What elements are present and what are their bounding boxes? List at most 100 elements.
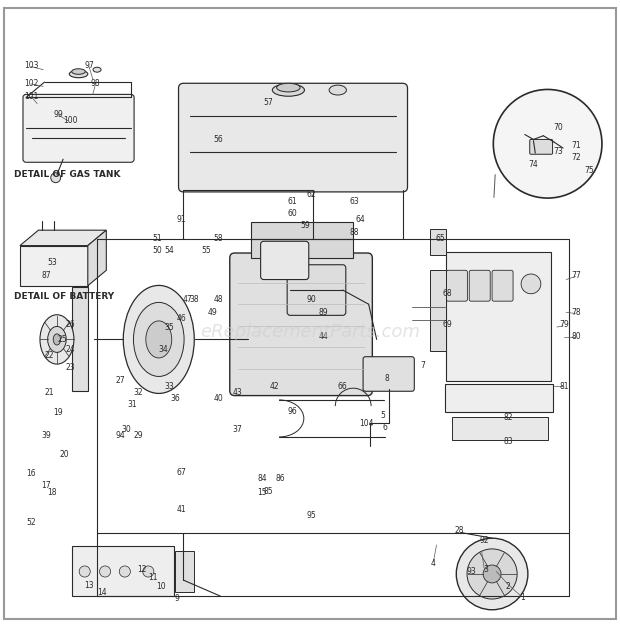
Text: 71: 71 [572,141,582,150]
Text: 59: 59 [300,221,310,230]
Text: DETAIL OF BATTERY: DETAIL OF BATTERY [14,292,114,301]
Text: 11: 11 [148,573,157,582]
Polygon shape [20,230,106,246]
FancyBboxPatch shape [73,545,174,596]
Text: 78: 78 [572,308,582,317]
Text: 16: 16 [26,470,36,478]
Circle shape [119,566,130,577]
Ellipse shape [93,67,101,72]
FancyBboxPatch shape [175,551,194,593]
FancyBboxPatch shape [452,416,547,440]
Text: 89: 89 [319,308,329,317]
Polygon shape [251,222,353,258]
FancyBboxPatch shape [469,270,490,301]
Text: 7: 7 [420,361,425,371]
FancyBboxPatch shape [445,384,552,413]
Ellipse shape [329,85,347,95]
Text: 1: 1 [521,593,525,602]
Text: 93: 93 [467,567,477,576]
Ellipse shape [40,315,74,364]
Text: 60: 60 [288,209,298,218]
Circle shape [51,173,61,182]
Text: 9: 9 [175,594,180,603]
Circle shape [456,538,528,610]
FancyBboxPatch shape [20,246,88,286]
Text: 99: 99 [53,110,63,119]
Circle shape [467,549,517,599]
Text: 46: 46 [177,314,187,323]
FancyBboxPatch shape [430,229,446,255]
Text: 79: 79 [559,320,569,329]
Text: 85: 85 [264,487,273,496]
Circle shape [143,566,154,577]
FancyBboxPatch shape [260,241,309,280]
Text: 73: 73 [553,147,563,156]
Text: 104: 104 [360,419,374,428]
FancyBboxPatch shape [230,253,373,396]
Text: 36: 36 [170,394,180,403]
Text: 39: 39 [41,431,51,440]
Text: 26: 26 [66,320,76,329]
Ellipse shape [146,321,172,358]
Ellipse shape [277,83,300,92]
Text: 77: 77 [572,271,582,280]
Text: 6: 6 [383,423,388,432]
Text: 72: 72 [572,154,582,162]
Text: 4: 4 [431,559,436,568]
Text: 42: 42 [269,382,279,391]
Text: 83: 83 [504,438,513,446]
Text: 87: 87 [41,271,51,280]
Text: 38: 38 [189,295,199,305]
Text: 100: 100 [63,117,78,125]
Text: 47: 47 [183,295,193,305]
Text: 53: 53 [47,258,57,267]
Text: 13: 13 [84,581,94,589]
Text: 91: 91 [177,215,187,224]
Text: 20: 20 [60,450,69,459]
Text: 40: 40 [214,394,224,403]
Polygon shape [88,230,106,286]
Ellipse shape [69,70,88,78]
Text: 24: 24 [66,345,76,354]
Text: 57: 57 [263,98,273,107]
Text: 10: 10 [156,582,166,591]
Text: 62: 62 [306,191,316,199]
Text: DETAIL OF GAS TANK: DETAIL OF GAS TANK [14,170,120,179]
Text: 97: 97 [84,61,94,70]
Text: 27: 27 [115,376,125,384]
Text: eReplacementParts.com: eReplacementParts.com [200,323,420,341]
Text: 31: 31 [128,401,137,409]
Text: 103: 103 [24,61,38,70]
Text: 34: 34 [158,345,168,354]
Ellipse shape [53,334,61,345]
Text: 90: 90 [306,295,316,305]
FancyBboxPatch shape [492,270,513,301]
FancyBboxPatch shape [23,95,134,162]
Text: 95: 95 [306,512,316,520]
Circle shape [483,565,501,583]
Text: 51: 51 [152,234,162,243]
Text: 94: 94 [115,431,125,440]
Text: 29: 29 [133,431,143,440]
Circle shape [494,90,602,198]
Text: 22: 22 [45,351,55,360]
Text: 17: 17 [41,480,51,490]
Text: 23: 23 [66,363,76,372]
Text: 41: 41 [177,505,187,514]
Text: 84: 84 [257,475,267,483]
Text: 52: 52 [26,518,36,527]
Circle shape [521,274,541,293]
FancyBboxPatch shape [363,357,414,391]
Text: 37: 37 [232,425,242,434]
Text: 74: 74 [529,160,538,169]
FancyBboxPatch shape [287,265,346,315]
Text: 54: 54 [164,246,174,255]
FancyBboxPatch shape [529,139,552,154]
Text: 80: 80 [572,332,582,342]
Text: 64: 64 [356,215,365,224]
Text: 92: 92 [479,536,489,545]
Text: 63: 63 [350,197,360,206]
Ellipse shape [133,302,184,376]
Text: 55: 55 [202,246,211,255]
Text: 21: 21 [45,388,55,397]
